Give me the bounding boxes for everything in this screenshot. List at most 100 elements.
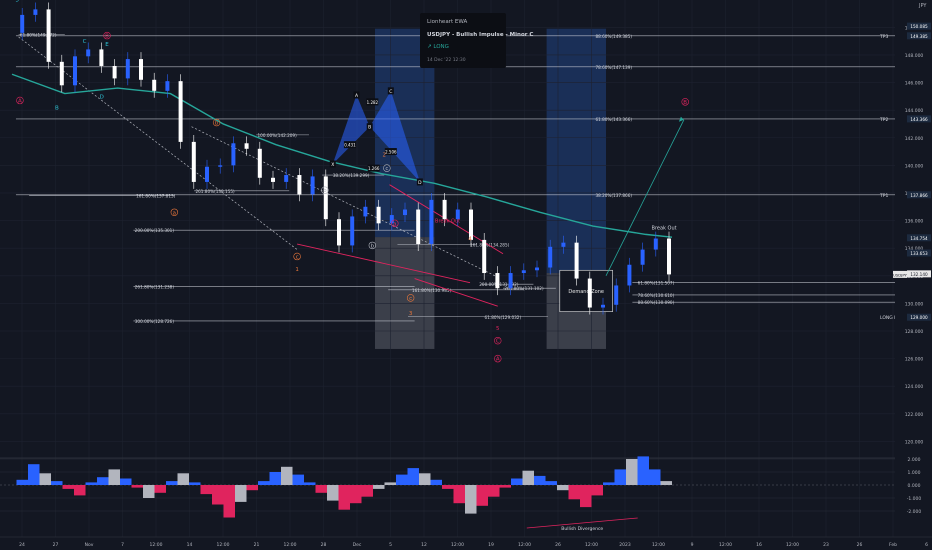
time-tick-label: 26 <box>555 542 561 548</box>
oscillator-bar <box>430 479 442 485</box>
wave-label: 2 <box>382 152 386 158</box>
candle-body <box>429 199 434 245</box>
price-tick-label: 130.000 <box>905 301 924 307</box>
time-tick-label: Dec <box>353 542 362 548</box>
price-tick-label: 126.000 <box>905 357 924 363</box>
candle-body <box>99 49 104 66</box>
oscillator-bar <box>315 485 327 493</box>
fib-level-label: 38.20%(139.299) <box>333 173 370 178</box>
fib-level-label: 100.00%(142.209) <box>258 133 298 138</box>
oscillator-bar <box>327 485 339 501</box>
oscillator-bar <box>85 482 97 485</box>
channel-line <box>414 278 498 307</box>
oscillator-bar <box>108 469 120 485</box>
oscillator-bar <box>580 485 592 508</box>
wave-label-circle <box>494 354 502 363</box>
wave-label: a <box>393 221 396 227</box>
wave-label-circle <box>368 241 377 250</box>
harmonic-ratio-label: 1.266 <box>368 166 380 171</box>
candle-body <box>86 49 91 57</box>
wave-label: E <box>105 42 109 48</box>
oscillator-bar <box>465 485 477 514</box>
oscillator-tick-label: 2.000 <box>908 457 921 463</box>
oscillator-tick-label: -1.000 <box>907 496 922 502</box>
oscillator-bar <box>16 479 28 485</box>
time-tick-label: 12:00 <box>585 542 598 548</box>
wave-label-circle <box>212 118 221 127</box>
harmonic-ratio-badge <box>367 164 380 172</box>
wave-label: B <box>55 105 59 111</box>
oscillator-bar <box>350 485 362 504</box>
candle-body <box>601 304 605 308</box>
time-tick-label: 12:00 <box>518 542 531 548</box>
candle-body <box>416 209 421 245</box>
channel-line <box>297 243 471 284</box>
target-label: TP3 <box>879 34 888 40</box>
wave-label: A <box>496 357 500 363</box>
fib-level-label: 261.80%(131.238) <box>135 284 175 289</box>
oscillator-bar <box>223 485 235 518</box>
price-axis[interactable]: 120.000 122.000 124.000 126.000 128.000 130.0… <box>893 0 932 550</box>
candle-body <box>442 199 447 220</box>
oscillator-bar <box>419 473 431 485</box>
oscillator-bar <box>166 481 178 485</box>
oscillator-bar <box>212 485 224 505</box>
candle-body <box>667 238 671 275</box>
fib-level-label: 61.80%(149.472) <box>20 33 57 38</box>
idea-tooltip[interactable]: Lionheart EWA USDJPY - Bullish Impulse -… <box>420 13 533 68</box>
oscillator-tick-label: -2.000 <box>907 509 922 515</box>
time-tick-label: Nov <box>85 542 94 548</box>
candle-body <box>561 242 566 247</box>
oscillator-bar <box>258 481 270 485</box>
harmonic-ratio-label: 1.282 <box>367 100 379 105</box>
wave-label-circle <box>494 336 502 345</box>
wave-label: b <box>323 188 327 194</box>
harmonic-ratio-badge <box>343 141 356 149</box>
price-tick-label: 120.000 <box>905 439 924 445</box>
tooltip-date: 14 Dec '22 12:30 <box>427 58 466 63</box>
oscillator-tick-label: 0.000 <box>908 483 921 489</box>
oscillator-bar <box>637 456 649 485</box>
wave-label: a <box>173 210 176 216</box>
oscillator-bar <box>626 459 638 485</box>
wave-label: c <box>296 254 299 260</box>
harmonic-ratio-label: 2.506 <box>385 150 397 155</box>
oscillator-bar <box>177 473 189 485</box>
candle-body <box>46 9 51 62</box>
time-tick-label: 12:00 <box>451 542 464 548</box>
symbol-tag-box <box>893 270 907 278</box>
wave-label: 5 <box>16 0 20 4</box>
moving-average-line <box>11 73 673 238</box>
price-badge <box>907 249 931 257</box>
fib-level-label: 261.80%(138.155) <box>195 189 235 194</box>
time-tick-label: 12 <box>421 542 427 548</box>
candle-body <box>323 176 328 220</box>
candle-body <box>495 273 500 289</box>
harmonic-point-badge <box>329 160 336 168</box>
candle-body <box>653 238 658 250</box>
time-tick-label: 12:00 <box>150 542 163 548</box>
oscillator-bar <box>488 485 500 497</box>
candle-body <box>627 264 632 286</box>
candle-body <box>244 143 249 149</box>
oscillator-bar <box>603 482 615 485</box>
price-badge-label: 134.754 <box>910 236 928 241</box>
candle-body <box>310 176 315 195</box>
fib-level-label: 61.80%(143.366) <box>595 117 632 122</box>
oscillator-bar <box>74 485 86 496</box>
price-badge-label: 133.653 <box>910 251 928 256</box>
harmonic-point-badge <box>387 87 394 95</box>
fib-level-label: 61.80%(129.032) <box>485 315 522 320</box>
price-tick-label: 136.000 <box>905 219 924 225</box>
time-tick-label: 12:00 <box>217 542 230 548</box>
price-badge-label: 143.366 <box>910 117 928 122</box>
time-axis[interactable]: 24 27 Nov 7 12:00 14 12:00 21 12:00 28 Dec 5 12 12:00… <box>0 536 932 548</box>
demand-zone-label: Demand Zone <box>568 289 604 295</box>
oscillator-bar <box>235 485 247 502</box>
time-tick-label: 12:00 <box>786 542 799 548</box>
candle-body <box>284 175 289 182</box>
price-badge-label: 149.385 <box>910 34 928 39</box>
dashed-trendline <box>191 126 498 278</box>
oscillator-bar <box>442 485 454 489</box>
